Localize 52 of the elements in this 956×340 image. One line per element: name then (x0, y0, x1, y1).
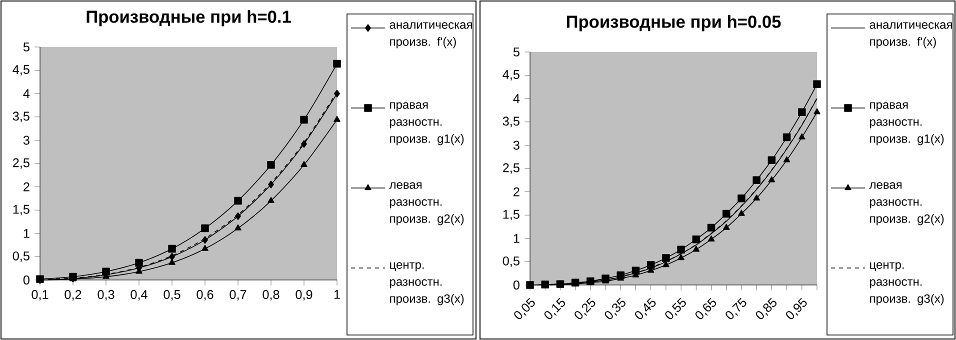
x-tick-label: 0,95 (786, 298, 807, 320)
y-tick-label: 4,5 (502, 70, 520, 80)
y-tick-label: 1,5 (503, 210, 520, 220)
x-tick-label: 0,25 (574, 298, 596, 320)
y-tick-label: 2 (24, 182, 30, 192)
x-tick-label: 0,6 (196, 290, 214, 301)
x-tick-label: 0,05 (514, 298, 535, 320)
x-tick-label: 0,45 (635, 298, 656, 320)
y-tick-label: 0,5 (12, 251, 30, 262)
legend-label: правая разностн. произв. g1(x) (870, 102, 944, 146)
x-tick-label: 0,7 (230, 290, 246, 301)
x-tick-label: 0,85 (756, 298, 777, 320)
y-tick-label: 3 (513, 140, 520, 150)
chart-title: Производные при h=0.05 (566, 15, 781, 32)
x-tick-label: 0,4 (130, 290, 148, 301)
x-tick-label: 0,65 (695, 298, 716, 320)
y-tick-label: 2,5 (12, 158, 30, 169)
legend-label: аналитическая произв. f'(x) (390, 22, 472, 48)
legend-label: правая разностн. произв. g1(x) (390, 102, 464, 146)
legend-label: левая разностн. произв. g2(x) (869, 182, 944, 226)
x-tick-label: 0,1 (32, 290, 48, 301)
legend-label: центр. разностн. произв. g3(x) (870, 262, 944, 306)
x-tick-label: 0,15 (544, 298, 566, 320)
legend-label: аналитическая произв. f'(x) (870, 22, 952, 48)
y-tick-label: 3,5 (502, 116, 520, 128)
y-tick-label: 1 (514, 234, 520, 243)
x-tick-label: 0,9 (296, 290, 312, 301)
y-tick-label: 3 (23, 136, 30, 145)
y-tick-label: 1 (24, 229, 30, 238)
y-tick-label: 2,5 (502, 163, 520, 174)
x-tick-label: 0,35 (604, 298, 626, 320)
y-tick-label: 0,5 (502, 256, 520, 267)
legend-label: центр. разностн. произв. g3(x) (390, 262, 464, 306)
y-tick-label: 4 (513, 94, 520, 103)
y-tick-label: 5 (23, 42, 30, 52)
y-tick-label: 2 (514, 187, 520, 196)
y-tick-label: 3,5 (12, 112, 30, 122)
x-tick-label: 0,8 (262, 290, 280, 301)
x-tick-label: 0,5 (164, 290, 180, 301)
x-tick-label: 0,55 (665, 298, 686, 320)
y-tick-label: 1,5 (13, 204, 30, 216)
x-tick-label: 0,2 (64, 290, 82, 301)
x-tick-label: 1 (334, 290, 340, 299)
y-tick-label: 0 (23, 276, 30, 284)
y-tick-label: 4,5 (12, 65, 30, 76)
chart-title: Производные при h=0.1 (86, 10, 291, 26)
y-tick-label: 0 (513, 280, 520, 290)
y-tick-label: 5 (513, 48, 520, 56)
x-tick-label: 0,3 (98, 290, 114, 301)
y-tick-label: 4 (23, 89, 30, 98)
legend-label: левая разностн. произв. g2(x) (389, 182, 464, 226)
x-tick-label: 0,75 (726, 298, 746, 320)
